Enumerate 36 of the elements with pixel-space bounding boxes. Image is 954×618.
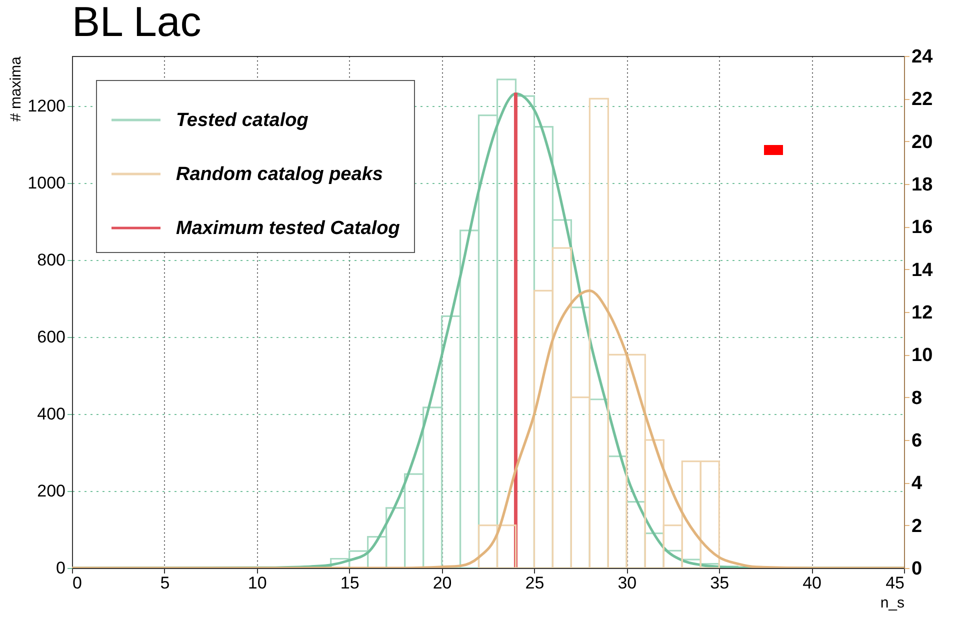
x-axis-title: n_s [880, 594, 904, 612]
x-tick-label: 35 [710, 574, 730, 592]
y2-tick-label: 0 [912, 558, 922, 580]
y2-tick-label: 16 [912, 217, 933, 238]
x-tick-label: 25 [525, 574, 544, 592]
y2-tick-label: 24 [912, 46, 934, 68]
x-tick-label: 45 [886, 574, 904, 592]
y-tick-label: 600 [37, 328, 66, 347]
chart-title: BL Lac [72, 0, 202, 45]
y2-tick-label: 6 [912, 430, 922, 452]
legend-label: Maximum tested Catalog [176, 218, 400, 239]
x-tick-label: 10 [248, 574, 267, 592]
x-tick-label: 40 [802, 574, 822, 592]
legend-label: Random catalog peaks [176, 164, 383, 185]
y2-tick-label: 12 [912, 302, 933, 324]
y2-tick-label: 20 [912, 132, 933, 153]
y2-tick-label: 22 [912, 89, 933, 110]
y-tick-label: 200 [37, 482, 66, 501]
y-tick-label: 1200 [28, 96, 66, 116]
y-tick-label: 400 [37, 404, 66, 424]
x-tick-label: 0 [72, 574, 82, 592]
x-tick-label: 15 [340, 574, 360, 592]
x-tick-label: 20 [432, 574, 452, 592]
x-tick-label: 30 [618, 574, 637, 592]
y2-tick-label: 8 [912, 388, 922, 409]
y-tick-label: 1000 [28, 174, 66, 193]
y-tick-label: 0 [56, 558, 66, 578]
legend-label: Tested catalog [176, 110, 309, 131]
y2-tick-label: 10 [912, 345, 933, 366]
x-tick-label: 5 [160, 574, 170, 592]
y-axis-title: # maxima [8, 56, 25, 122]
y2-tick-label: 4 [912, 473, 922, 494]
y-tick-label: 800 [37, 250, 66, 270]
y2-tick-label: 14 [912, 260, 934, 281]
y2-tick-label: 18 [912, 174, 933, 196]
y2-tick-label: 2 [912, 516, 922, 537]
